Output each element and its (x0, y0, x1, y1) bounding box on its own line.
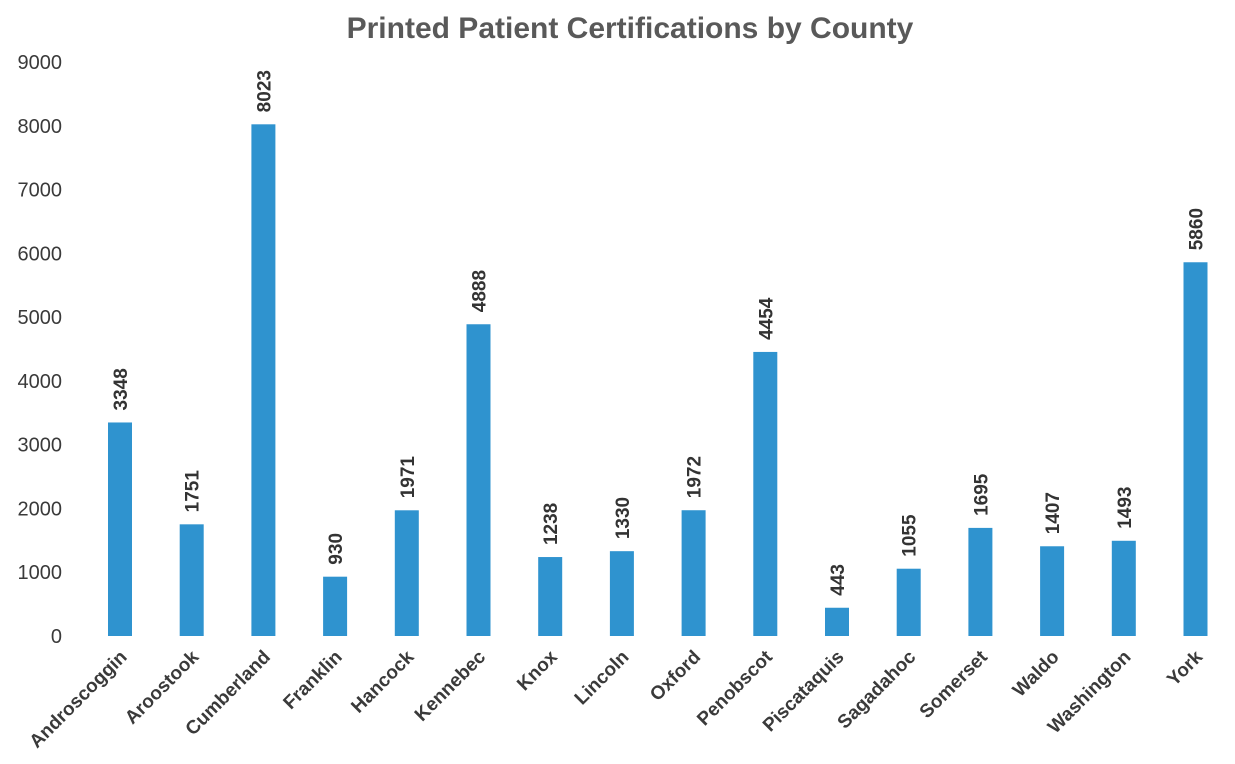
data-label-kennebec: 4888 (470, 270, 491, 312)
x-tick-label-waldo: Waldo (1009, 647, 1064, 702)
bar-androscoggin (108, 422, 132, 636)
data-label-washington: 1493 (1115, 486, 1136, 528)
bar-piscataquis (825, 607, 849, 636)
y-tick-label: 2000 (18, 498, 63, 520)
y-tick-label: 5000 (18, 307, 63, 329)
bar-franklin (323, 576, 348, 636)
y-tick-label: 7000 (18, 180, 63, 202)
x-tick-label-oxford: Oxford (646, 647, 705, 706)
y-tick-label: 6000 (18, 243, 63, 265)
data-label-androscoggin: 3348 (111, 368, 132, 410)
chart-title: Printed Patient Certifications by County (347, 12, 914, 45)
data-label-knox: 1238 (541, 503, 562, 545)
x-tick-label-hancock: Hancock (347, 646, 418, 717)
x-tick-label-franklin: Franklin (280, 647, 347, 714)
bar-somerset (968, 527, 993, 636)
data-label-lincoln: 1330 (613, 497, 634, 539)
data-label-york: 5860 (1187, 208, 1208, 250)
bars (108, 124, 1208, 637)
y-tick-label: 1000 (18, 562, 63, 584)
x-tick-label-knox: Knox (513, 646, 562, 695)
y-tick-label: 3000 (18, 435, 63, 457)
data-label-franklin: 930 (326, 533, 347, 565)
data-label-cumberland: 8023 (254, 70, 275, 112)
x-tick-label-lincoln: Lincoln (571, 647, 634, 710)
data-labels: 3348 1751 8023 930 1971 4888 1238 1330 1972 4454 4… (111, 70, 1208, 596)
data-label-hancock: 1971 (398, 456, 419, 499)
data-label-aroostook: 1751 (183, 470, 204, 513)
x-tick-label-york: York (1163, 646, 1207, 690)
bar-penobscot (753, 351, 778, 636)
data-label-penobscot: 4454 (756, 297, 777, 340)
bar-aroostook (179, 524, 204, 636)
x-tick-label-somerset: Somerset (916, 646, 993, 723)
bar-waldo (1040, 546, 1065, 636)
data-label-sagadahoc: 1055 (900, 514, 921, 557)
data-label-somerset: 1695 (971, 473, 992, 516)
y-tick-label: 9000 (18, 52, 63, 74)
bar-lincoln (609, 551, 634, 636)
x-tick-label-sagadahoc: Sagadahoc (834, 646, 921, 733)
bar-kennebec (466, 324, 491, 636)
y-axis-ticks: 0 1000 2000 3000 4000 5000 6000 7000 8000 9000 (18, 52, 63, 648)
bar-sagadahoc (896, 568, 921, 636)
bar-oxford (681, 510, 706, 636)
x-tick-label-androscoggin: Androscoggin (26, 647, 132, 753)
data-label-oxford: 1972 (685, 456, 706, 498)
bar-cumberland (251, 124, 276, 637)
data-label-piscataquis: 443 (828, 564, 849, 596)
bar-knox (538, 557, 563, 636)
bar-hancock (394, 510, 419, 636)
x-tick-label-kennebec: Kennebec (411, 646, 490, 725)
bar-york (1183, 262, 1208, 636)
data-label-waldo: 1407 (1043, 492, 1064, 534)
y-tick-label: 0 (51, 626, 62, 648)
y-tick-label: 4000 (18, 371, 63, 393)
bar-washington (1111, 540, 1136, 636)
y-tick-label: 8000 (18, 116, 63, 138)
